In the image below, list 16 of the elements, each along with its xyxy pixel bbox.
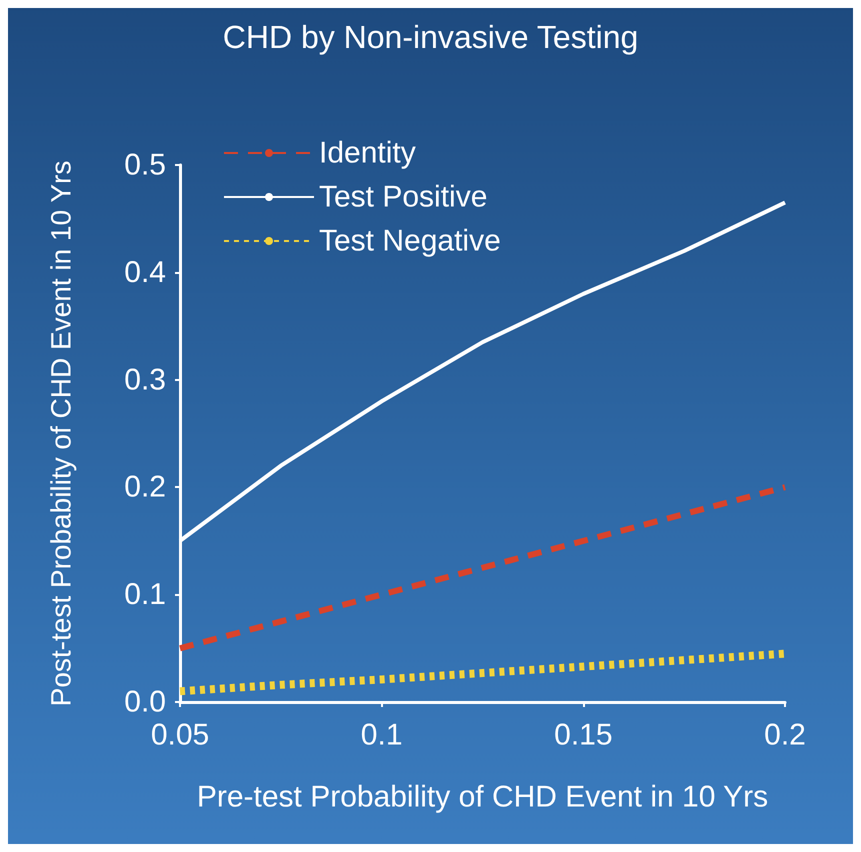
y-axis-title: Post-test Probability of CHD Event in 10 Yrs — [46, 160, 76, 706]
y-tick-label: 0.2 — [124, 470, 166, 504]
y-tick-label: 0.5 — [124, 148, 166, 182]
chart-title: CHD by Non-invasive Testing — [222, 19, 638, 55]
legend-label: Identity — [319, 136, 416, 170]
x-tick-label: 0.15 — [554, 718, 613, 752]
y-tick-label: 0.0 — [124, 686, 166, 718]
legend-label: Test Positive — [319, 180, 488, 214]
x-axis-title: Pre-test Probability of CHD Event in 10 Yrs — [196, 780, 768, 814]
legend-label: Test Negative — [319, 224, 501, 258]
y-tick-label: 0.1 — [124, 578, 166, 612]
y-tick-label: 0.3 — [124, 363, 166, 396]
y-tick-label: 0.4 — [124, 256, 166, 289]
x-tick-label: 0.1 — [360, 718, 403, 752]
x-tick-label: 0.2 — [764, 718, 806, 752]
x-tick-label: 0.05 — [150, 718, 210, 752]
